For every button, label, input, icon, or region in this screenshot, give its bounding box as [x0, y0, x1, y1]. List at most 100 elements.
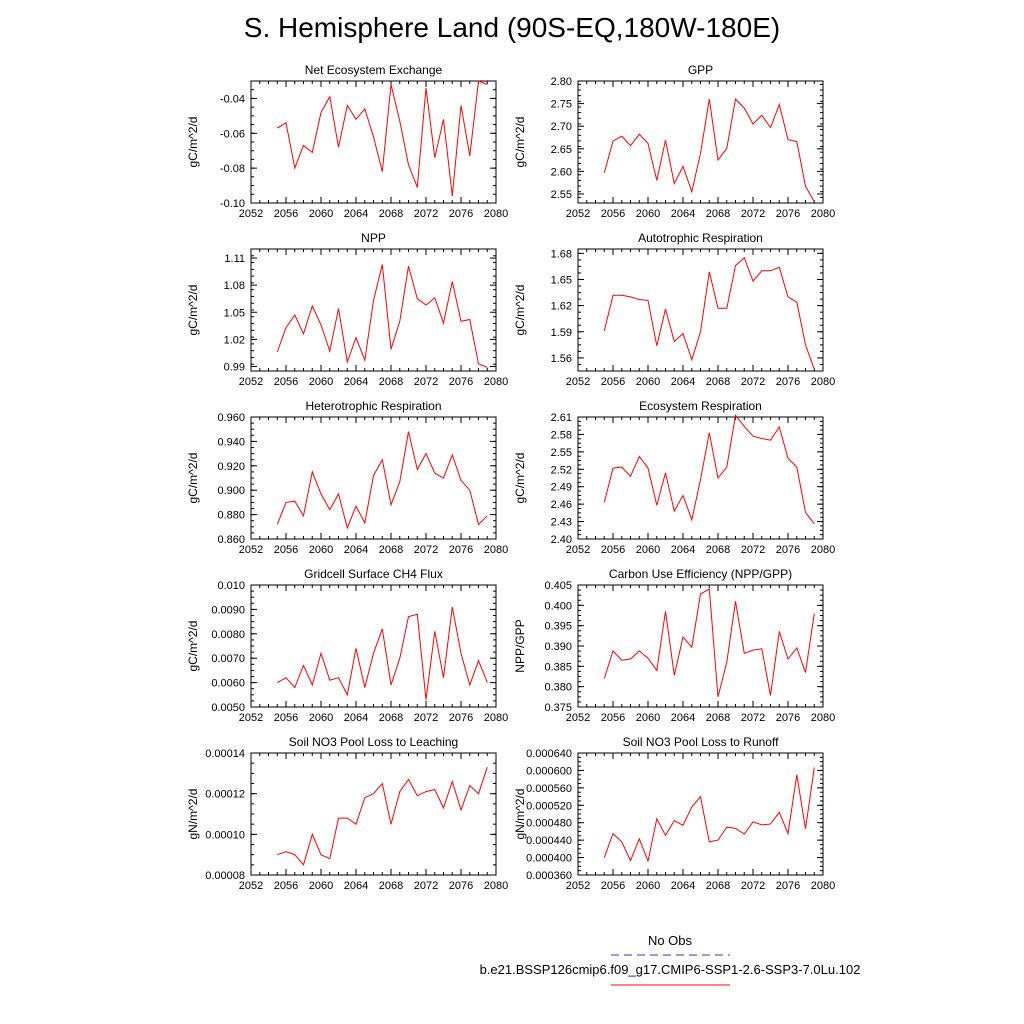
x-tick-label: 2052: [566, 712, 590, 724]
x-tick-label: 2068: [379, 880, 403, 892]
x-tick-label: 2052: [239, 544, 263, 556]
x-tick-label: 2064: [671, 712, 695, 724]
y-tick-label: 0.385: [544, 661, 572, 673]
y-tick-label: 0.375: [544, 702, 572, 714]
y-tick-label: 0.920: [217, 461, 245, 473]
panel-7: Gridcell Surface CH4 Flux 2052 2056 2060 206…: [186, 567, 508, 724]
x-tick-label: 2056: [601, 208, 625, 220]
y-tick-label: 0.00008: [205, 870, 245, 882]
y-tick-label: 0.010: [217, 580, 245, 592]
y-tick-label: -0.10: [220, 198, 245, 210]
x-tick-label: 2064: [344, 208, 368, 220]
x-tick-label: 2060: [636, 880, 660, 892]
panel-8: Carbon Use Efficiency (NPP/GPP) 2052 2056 2…: [513, 567, 835, 724]
x-tick-label: 2068: [379, 376, 403, 388]
series-line: [277, 767, 488, 866]
y-tick-label: 2.75: [551, 99, 572, 111]
panel-title: NPP: [361, 231, 386, 245]
y-axis-label: gN/m^2/d: [513, 789, 527, 840]
x-tick-label: 2076: [449, 376, 473, 388]
y-tick-label: 0.000560: [526, 783, 572, 795]
x-tick-label: 2052: [239, 376, 263, 388]
x-tick-label: 2076: [776, 880, 800, 892]
series-line: [603, 588, 815, 697]
x-tick-label: 2080: [811, 208, 835, 220]
x-tick-label: 2072: [414, 208, 438, 220]
series-line: [603, 256, 815, 370]
y-tick-label: 1.65: [551, 275, 572, 287]
y-tick-label: 0.400: [544, 600, 572, 612]
y-tick-label: -0.06: [220, 128, 245, 140]
x-tick-label: 2076: [449, 712, 473, 724]
series-line: [603, 98, 815, 202]
panel-title: Heterotrophic Respiration: [305, 399, 441, 413]
x-tick-label: 2060: [636, 376, 660, 388]
y-axis-label: gC/m^2/d: [186, 117, 200, 168]
x-tick-label: 2056: [274, 376, 298, 388]
x-tick-label: 2080: [811, 880, 835, 892]
panel-title: Gridcell Surface CH4 Flux: [304, 567, 443, 581]
plot-frame: [577, 80, 824, 204]
y-tick-label: 2.60: [551, 166, 572, 178]
x-tick-label: 2056: [274, 880, 298, 892]
y-tick-label: 0.960: [217, 412, 245, 424]
y-tick-label: 0.0070: [211, 653, 245, 665]
y-tick-label: 0.00010: [205, 829, 245, 841]
x-tick-label: 2072: [741, 376, 765, 388]
y-tick-label: 2.40: [551, 534, 572, 546]
x-tick-label: 2068: [379, 208, 403, 220]
x-tick-label: 2060: [309, 208, 333, 220]
y-tick-label: 1.56: [551, 353, 572, 365]
y-tick-label: 0.860: [217, 534, 245, 546]
x-tick-label: 2068: [706, 208, 730, 220]
x-tick-label: 2056: [601, 880, 625, 892]
y-tick-label: 1.59: [551, 327, 572, 339]
x-tick-label: 2080: [484, 544, 508, 556]
y-tick-label: 2.61: [551, 412, 572, 424]
panel-title: Soil NO3 Pool Loss to Runoff: [623, 735, 780, 749]
x-tick-label: 2064: [344, 544, 368, 556]
x-tick-label: 2052: [566, 208, 590, 220]
y-tick-label: 1.02: [224, 334, 245, 346]
y-tick-label: 0.000520: [526, 800, 572, 812]
y-tick-label: 0.405: [544, 580, 572, 592]
y-tick-label: 0.000480: [526, 818, 572, 830]
panel-1: Net Ecosystem Exchange 2052 2056 2060 2064 20…: [186, 63, 508, 220]
x-tick-label: 2080: [484, 208, 508, 220]
y-tick-label: 0.000640: [526, 748, 572, 760]
x-tick-label: 2056: [274, 712, 298, 724]
x-tick-label: 2056: [274, 208, 298, 220]
y-tick-label: 2.52: [551, 464, 572, 476]
plot-frame: [250, 248, 497, 372]
y-tick-label: 1.05: [224, 307, 245, 319]
x-tick-label: 2064: [671, 880, 695, 892]
x-tick-label: 2068: [706, 712, 730, 724]
y-tick-label: 0.0060: [211, 678, 245, 690]
panel-2: GPP 2052 2056 2060 2064 2068 2072 2076 2080 2.55 2…: [513, 63, 835, 220]
series-line: [603, 414, 815, 525]
panel-9: Soil NO3 Pool Loss to Leaching 2052 2056 20…: [186, 735, 508, 892]
x-tick-label: 2060: [309, 712, 333, 724]
x-tick-label: 2060: [636, 208, 660, 220]
panel-10: Soil NO3 Pool Loss to Runoff 2052 2056 2060…: [513, 735, 835, 892]
y-tick-label: 1.62: [551, 301, 572, 313]
x-tick-label: 2060: [636, 712, 660, 724]
x-tick-label: 2064: [671, 376, 695, 388]
x-tick-label: 2060: [636, 544, 660, 556]
y-axis-label: gC/m^2/d: [186, 285, 200, 336]
x-tick-label: 2056: [274, 544, 298, 556]
x-tick-label: 2064: [344, 880, 368, 892]
y-tick-label: 2.70: [551, 121, 572, 133]
x-tick-label: 2056: [601, 376, 625, 388]
y-tick-label: 0.0080: [211, 629, 245, 641]
x-tick-label: 2072: [741, 208, 765, 220]
panel-title: Ecosystem Respiration: [639, 399, 762, 413]
y-tick-label: 0.880: [217, 510, 245, 522]
x-tick-label: 2060: [309, 880, 333, 892]
panel-title: Autotrophic Respiration: [638, 231, 763, 245]
x-tick-label: 2080: [484, 376, 508, 388]
x-tick-label: 2068: [379, 544, 403, 556]
x-tick-label: 2076: [776, 712, 800, 724]
x-tick-label: 2068: [706, 544, 730, 556]
